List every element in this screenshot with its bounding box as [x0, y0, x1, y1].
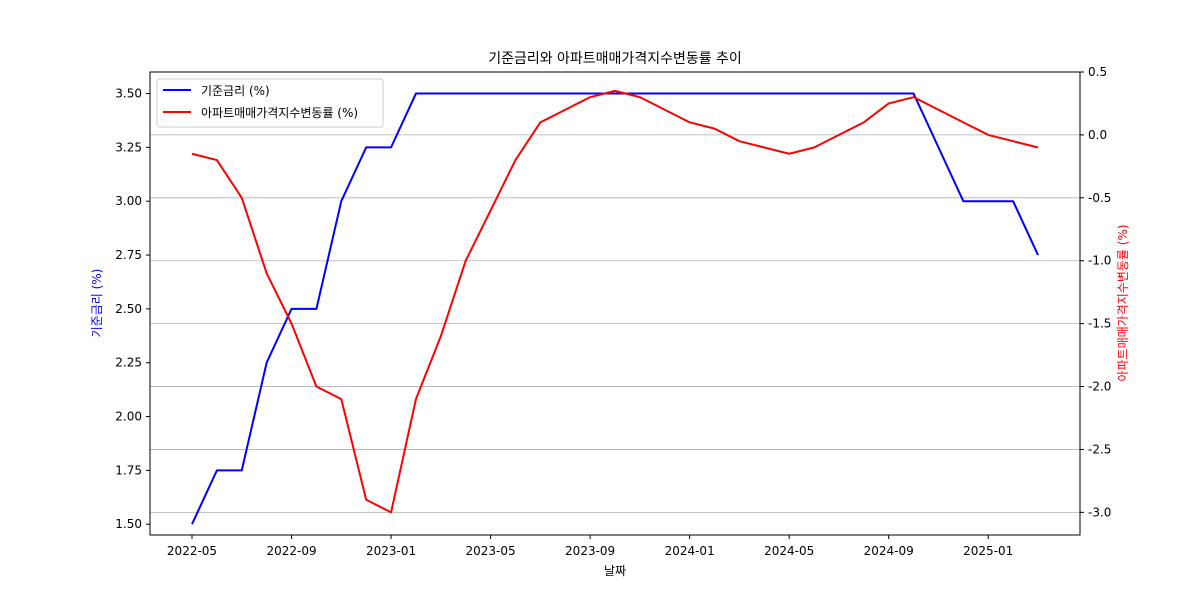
ytick-right-label-7: -3.0 — [1088, 505, 1111, 519]
xtick-label-0: 2022-05 — [167, 544, 217, 558]
ytick-left-label-1: 1.75 — [115, 463, 142, 477]
xtick-label-3: 2023-05 — [466, 544, 516, 558]
ytick-left-label-4: 2.50 — [115, 302, 142, 316]
ytick-right-label-5: -2.0 — [1088, 380, 1111, 394]
legend: 기준금리 (%) 아파트매매가격지수변동률 (%) — [156, 78, 384, 128]
xtick-label-5: 2024-01 — [665, 544, 715, 558]
x-axis-label: 날짜 — [604, 564, 626, 578]
xtick-label-2: 2023-01 — [366, 544, 416, 558]
ytick-right-label-4: -1.5 — [1088, 317, 1111, 331]
y-axis-left-label: 기준금리 (%) — [90, 269, 104, 338]
ytick-right-label-0: 0.5 — [1088, 65, 1107, 79]
xtick-label-6: 2024-05 — [764, 544, 814, 558]
series-layer — [191, 89, 1039, 525]
ytick-left-label-2: 2.00 — [115, 410, 142, 424]
ytick-left-label-5: 2.75 — [115, 248, 142, 262]
xtick-label-8: 2025-01 — [963, 544, 1013, 558]
ytick-left-label-3: 2.25 — [115, 356, 142, 370]
ytick-right-label-6: -2.5 — [1088, 442, 1111, 456]
xtick-label-1: 2022-09 — [266, 544, 316, 558]
legend-box — [156, 78, 384, 128]
axes-layer: 0.5 0.0 -0.5 -1.0 -1.5 -2.0 -2.5 -3.0 1.50 1.75 2.… — [115, 65, 1111, 558]
y-axis-right-label: 아파트매매가격지수변동률 (%) — [1116, 224, 1130, 381]
series-line-rate — [191, 92, 1039, 525]
legend-label-apt: 아파트매매가격지수변동률 (%) — [201, 106, 358, 120]
xtick-label-4: 2023-09 — [565, 544, 615, 558]
ytick-right-label-2: -0.5 — [1088, 191, 1111, 205]
grid-layer — [150, 71, 1080, 513]
series-line-apt — [191, 89, 1039, 514]
xtick-label-7: 2024-09 — [864, 544, 914, 558]
ytick-left-label-6: 3.00 — [115, 194, 142, 208]
ytick-right-label-1: 0.0 — [1088, 128, 1107, 142]
legend-label-rate: 기준금리 (%) — [201, 84, 270, 98]
ytick-left-label-7: 3.25 — [115, 140, 142, 154]
ytick-left-label-0: 1.50 — [115, 517, 142, 531]
ytick-left-label-8: 3.50 — [115, 87, 142, 101]
chart-title: 기준금리와 아파트매매가격지수변동률 추이 — [488, 51, 742, 67]
ytick-right-label-3: -1.0 — [1088, 254, 1111, 268]
plot-frame — [149, 71, 1081, 536]
